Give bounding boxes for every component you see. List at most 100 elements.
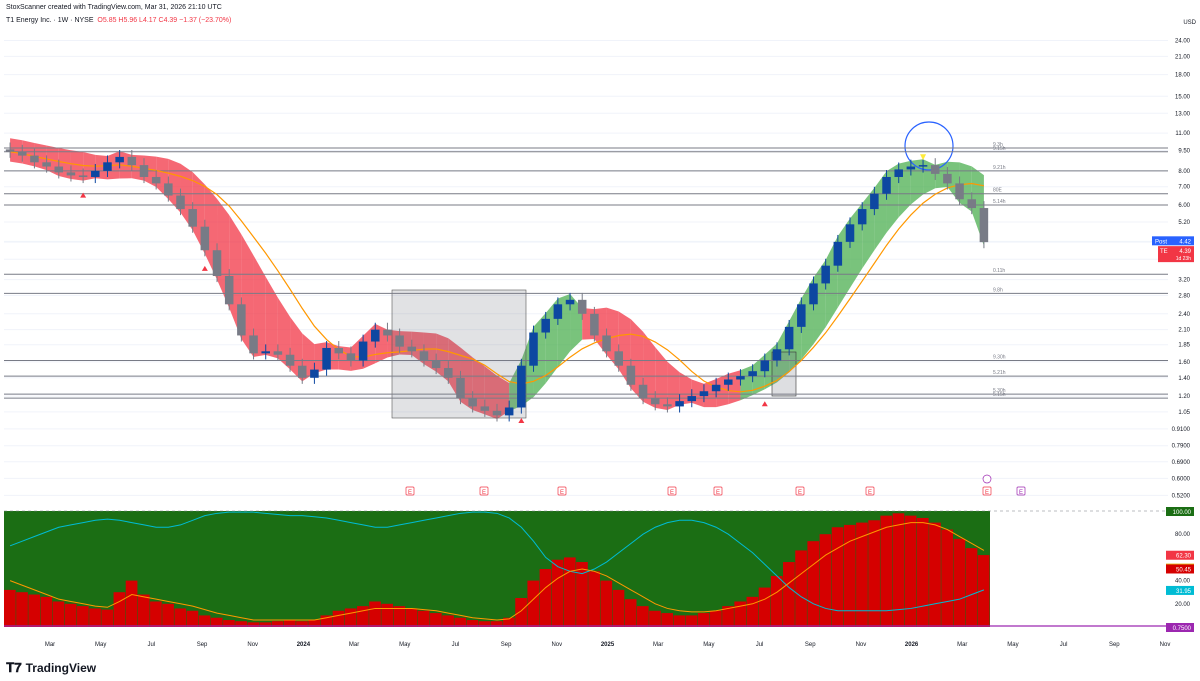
candle-body — [821, 265, 830, 284]
cloud-segment — [253, 255, 266, 357]
candle-body — [517, 365, 526, 408]
earnings-marker-label: E — [716, 490, 720, 496]
oscillator-orange-line — [9, 522, 985, 621]
earnings-marker — [667, 486, 677, 496]
candle-body — [297, 365, 307, 378]
candle-body — [334, 347, 344, 354]
oscillator-bar — [430, 613, 442, 627]
price-tick-label: 5.20 — [1178, 220, 1190, 226]
candle-body — [371, 329, 380, 342]
oscillator-bar — [357, 606, 369, 627]
time-tick-label: 2024 — [297, 642, 311, 648]
earnings-marker-label: E — [560, 490, 564, 496]
oscillator-bar — [831, 527, 844, 627]
price-tick-label: 15.00 — [1175, 94, 1191, 100]
oscillator-bar — [283, 620, 296, 627]
oscillator-bar — [40, 596, 53, 627]
price-tick-label: 1.40 — [1178, 376, 1190, 382]
oscillator-bar — [965, 548, 978, 627]
oscillator-bar — [710, 610, 722, 627]
oscillator-bar — [746, 596, 759, 627]
tradingview-logo[interactable]: 𝐓𝟕 TradingView — [6, 660, 96, 676]
horizontal-level-label: 9.3h — [993, 142, 1003, 148]
price-tick-label: 0.7900 — [1172, 444, 1191, 450]
candle-body — [322, 347, 331, 370]
oscillator-bar — [235, 621, 247, 627]
symbol-legend[interactable]: T1 Energy Inc. · 1W · NYSE O5.85 H5.96 L… — [6, 17, 231, 24]
oscillator-value-label-bg — [1166, 550, 1194, 560]
oscillator-value-label: 31.95 — [1176, 589, 1192, 595]
event-marker-label: E — [1019, 490, 1023, 496]
candle-body — [650, 398, 660, 405]
oscillator-bar — [125, 580, 138, 627]
oscillator-bar — [113, 592, 126, 627]
time-tick-label: Jul — [1060, 642, 1068, 648]
candle-body — [565, 299, 575, 305]
candle-body — [419, 351, 429, 361]
moving-average — [9, 151, 985, 393]
price-tick-label: 7.00 — [1178, 185, 1190, 191]
tradingview-logo-icon: 𝐓𝟕 — [6, 660, 22, 675]
horizontal-level-label: 5.21h — [993, 370, 1006, 376]
buy-signal-triangle — [80, 192, 87, 198]
buy-signal-triangle — [761, 401, 768, 407]
oscillator-bar — [271, 621, 284, 627]
candle-body — [724, 379, 733, 385]
candle-body — [17, 151, 27, 156]
horizontal-level-label: 5.30h — [993, 388, 1006, 394]
oscillator-value-label: 50.45 — [1176, 567, 1192, 573]
candle-body — [480, 406, 490, 411]
candle-body — [249, 335, 258, 354]
candle-body — [261, 351, 270, 354]
candle-body — [955, 183, 964, 200]
candle-body — [115, 156, 124, 163]
candle-body — [188, 209, 197, 227]
price-tick-label: 2.80 — [1178, 294, 1190, 300]
oscillator-bar — [259, 622, 272, 627]
candle-body — [66, 172, 76, 176]
cloud-segment — [484, 366, 497, 419]
cloud-segment — [265, 276, 278, 359]
oscillator-bar — [977, 555, 990, 627]
oscillator-bar — [588, 571, 600, 627]
candle-body — [967, 199, 977, 209]
price-tick-label: 13.00 — [1175, 111, 1191, 117]
time-tick-label: Jul — [452, 642, 460, 648]
candle-body — [590, 313, 599, 336]
oscillator-value-label-bg — [1166, 585, 1194, 595]
oscillator-bar — [490, 621, 503, 627]
candle-body — [444, 368, 453, 378]
candles — [5, 142, 989, 422]
earnings-marker-label: E — [482, 490, 486, 496]
oscillator-tick-label: 40.00 — [1175, 579, 1191, 585]
candle-body — [553, 304, 563, 319]
time-tick-label: May — [1007, 642, 1018, 648]
oscillator-bar — [697, 613, 710, 627]
horizontal-level-label: 80E — [993, 188, 1003, 194]
oscillator-bar — [186, 610, 199, 627]
candle-body — [748, 371, 757, 377]
candle-body — [468, 398, 477, 407]
cloud-segment — [740, 365, 753, 401]
highlight-circle — [904, 121, 954, 171]
oscillator-bar — [904, 515, 917, 627]
oscillator-bar — [64, 603, 77, 627]
symbol-name: T1 Energy Inc. · 1W · NYSE — [6, 17, 94, 24]
horizontal-level-label: 5.14h — [993, 199, 1006, 205]
candle-body — [176, 195, 185, 210]
time-tick-label: Nov — [551, 642, 562, 648]
post-market-label-bg — [1152, 236, 1194, 246]
candle-body — [103, 162, 112, 171]
candle-body — [529, 332, 538, 366]
oscillator-bar — [722, 606, 734, 627]
price-tick-label: 1.20 — [1178, 394, 1190, 400]
cloud-segment — [10, 138, 23, 164]
ticker-tag: TE — [1160, 249, 1168, 255]
oscillator-bar — [685, 615, 698, 627]
candle-body — [383, 329, 392, 336]
signal-markers — [80, 154, 927, 423]
oscillator-bar — [503, 617, 515, 627]
oscillator-bar — [843, 524, 856, 627]
candle-body — [224, 276, 234, 305]
